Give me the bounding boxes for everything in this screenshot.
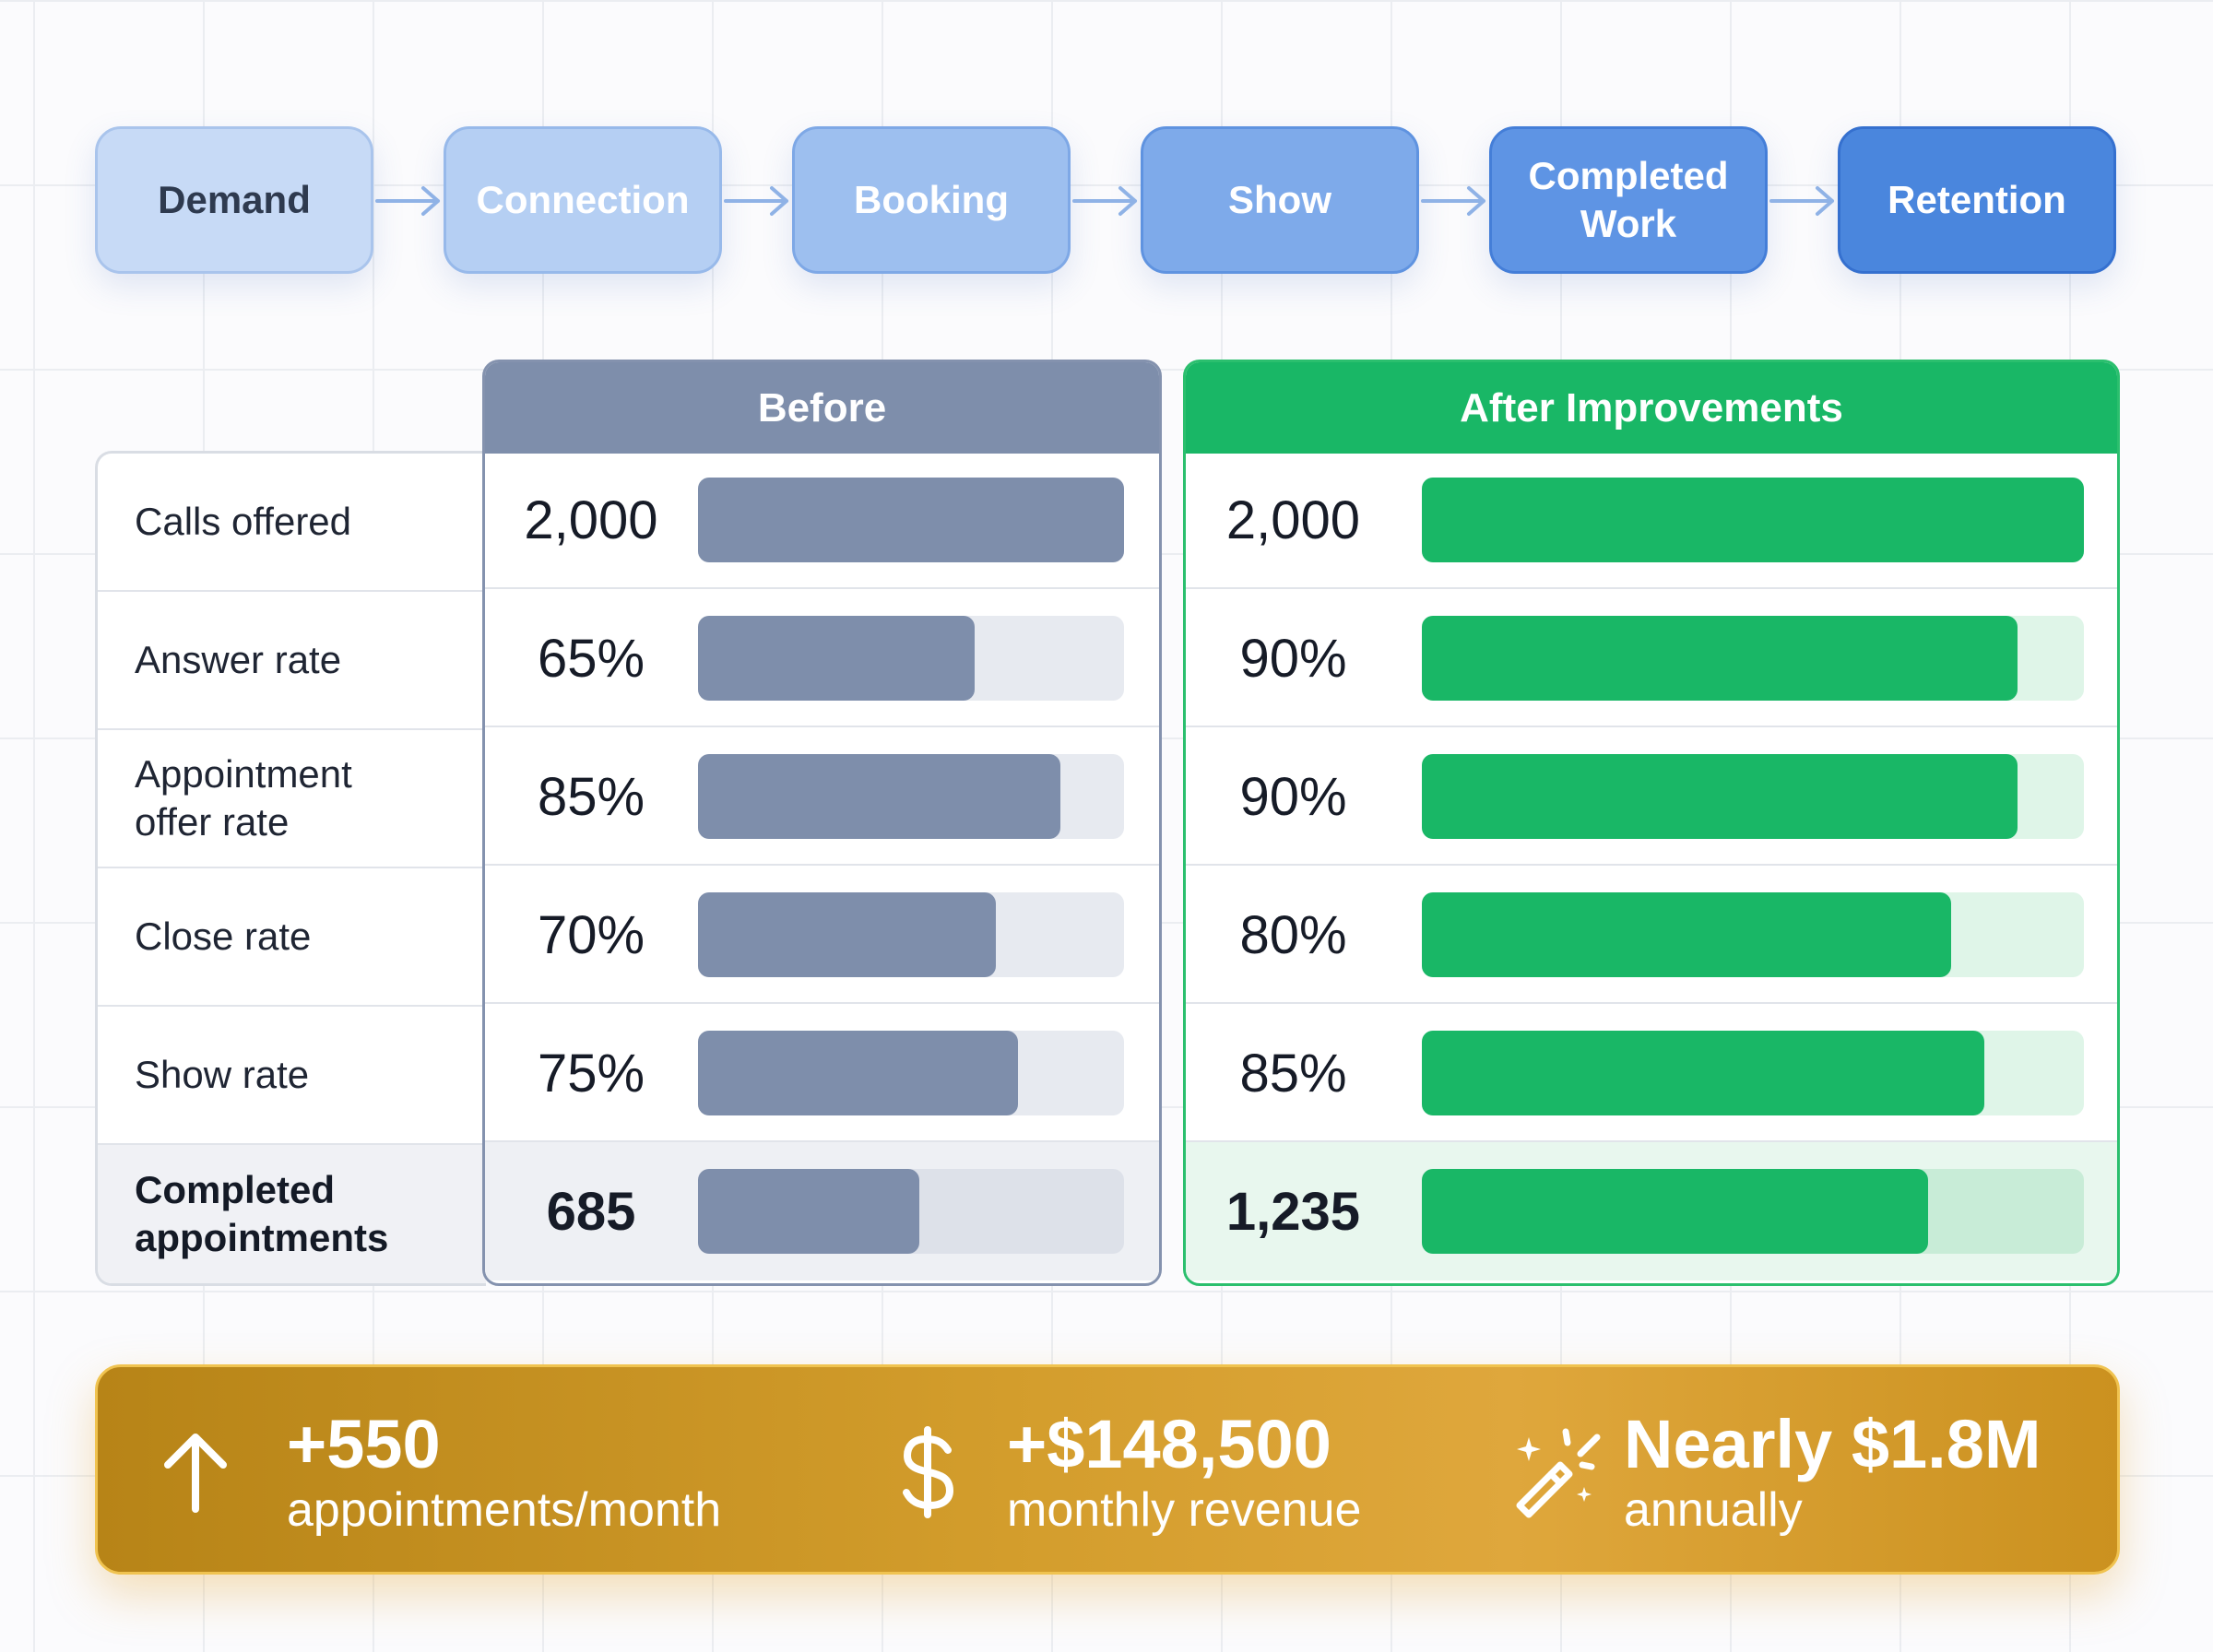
step-completed-work: Completed Work xyxy=(1489,126,1768,274)
bar-fill xyxy=(698,754,1060,839)
metric-label-text: Show rate xyxy=(135,1053,310,1096)
flow-arrow-icon xyxy=(375,186,440,216)
bar-fill xyxy=(1422,1169,1928,1254)
data-value-label: 85% xyxy=(537,766,645,827)
data-row-completed-appointments: 685 xyxy=(485,1142,1159,1280)
bar-fill xyxy=(1422,892,1951,977)
step-demand: Demand xyxy=(95,126,373,274)
magic-wand-icon xyxy=(1516,1428,1601,1518)
data-value-label: 2,000 xyxy=(1225,490,1361,550)
metric-label-answer-rate: Answer rate xyxy=(98,592,486,730)
data-value-label: 1,235 xyxy=(1225,1181,1361,1242)
step-label: Booking xyxy=(854,178,1009,221)
flow-arrow-icon xyxy=(1072,186,1137,216)
bar-track xyxy=(698,1169,1124,1254)
bar-fill xyxy=(698,892,996,977)
flow-arrow-icon xyxy=(724,186,788,216)
step-retention: Retention xyxy=(1838,126,2116,274)
metric-label-calls-offered: Calls offered xyxy=(98,454,486,592)
bar-track xyxy=(1422,616,2084,701)
data-value-label: 90% xyxy=(1239,628,1347,689)
pipeline-flow: Demand Connection Booking Show Completed… xyxy=(0,0,2213,304)
data-row-answer-rate: 65% xyxy=(485,589,1159,727)
bar-fill xyxy=(1422,754,2018,839)
bar-track xyxy=(698,1031,1124,1115)
data-value-label: 90% xyxy=(1239,766,1347,827)
bar-track xyxy=(1422,1169,2084,1254)
data-row-answer-rate: 90% xyxy=(1186,589,2117,727)
step-show: Show xyxy=(1141,126,1419,274)
bar-track xyxy=(698,754,1124,839)
stat-label: monthly revenue xyxy=(1007,1483,1362,1537)
data-value-label: 85% xyxy=(1239,1043,1347,1103)
data-row-calls-offered: 2,000 xyxy=(1186,451,2117,589)
stat-appointments: +550 appointments/month xyxy=(98,1367,817,1577)
metric-label-appointment-offer-rate: Appointment offer rate xyxy=(98,730,486,868)
stat-label: annually xyxy=(1624,1483,1803,1537)
data-value-label: 75% xyxy=(537,1043,645,1103)
summary-banner: +550 appointments/month +$148,500 monthl… xyxy=(95,1364,2120,1575)
stat-label: appointments/month xyxy=(287,1483,722,1537)
data-value-label: 70% xyxy=(537,904,645,965)
metric-labels-column: Calls offered Answer rate Appointment of… xyxy=(95,451,486,1286)
stat-annual-revenue: Nearly $1.8M annually xyxy=(1481,1367,2117,1577)
data-value-label: 685 xyxy=(546,1181,636,1242)
stat-value: +550 xyxy=(287,1406,441,1482)
data-row-close-rate: 70% xyxy=(485,866,1159,1004)
bar-fill xyxy=(698,616,975,701)
metric-label-completed-appointments: Completed appointments xyxy=(98,1145,486,1283)
step-label: Completed Work xyxy=(1528,154,1729,245)
bar-fill xyxy=(698,1169,919,1254)
stat-value: Nearly $1.8M xyxy=(1624,1406,2041,1482)
flow-arrow-icon xyxy=(1421,186,1485,216)
metric-label-text: Calls offered xyxy=(135,500,352,543)
stat-value: +$148,500 xyxy=(1007,1406,1331,1482)
flow-arrow-icon xyxy=(1769,186,1834,216)
bar-track xyxy=(1422,754,2084,839)
bar-track xyxy=(698,616,1124,701)
step-connection: Connection xyxy=(444,126,722,274)
bar-fill xyxy=(1422,1031,1984,1115)
dollar-sign-icon xyxy=(903,1426,953,1518)
step-label: Demand xyxy=(158,178,311,221)
after-improvements-panel: After Improvements 2,000 90% 90% 80% 85% 1,23… xyxy=(1183,360,2120,1286)
bar-track xyxy=(698,892,1124,977)
step-label: Connection xyxy=(476,178,690,221)
stat-monthly-revenue: +$148,500 monthly revenue xyxy=(854,1367,1444,1577)
bar-track xyxy=(1422,478,2084,562)
data-row-calls-offered: 2,000 xyxy=(485,451,1159,589)
step-label: Show xyxy=(1228,178,1331,221)
metric-label-close-rate: Close rate xyxy=(98,868,486,1007)
data-row-appointment-offer-rate: 85% xyxy=(485,727,1159,866)
step-label: Retention xyxy=(1888,178,2066,221)
data-row-show-rate: 85% xyxy=(1186,1004,2117,1142)
metric-label-text: Appointment offer rate xyxy=(135,752,352,844)
after-improvements-header: After Improvements xyxy=(1186,362,2117,454)
data-row-show-rate: 75% xyxy=(485,1004,1159,1142)
before-header: Before xyxy=(485,362,1159,454)
metric-label-text: Close rate xyxy=(135,914,312,958)
bar-fill xyxy=(1422,478,2084,562)
bar-fill xyxy=(1422,616,2018,701)
data-value-label: 2,000 xyxy=(524,490,658,550)
data-row-appointment-offer-rate: 90% xyxy=(1186,727,2117,866)
metric-label-text: Completed appointments xyxy=(135,1168,389,1259)
step-booking: Booking xyxy=(792,126,1071,274)
bar-track xyxy=(1422,892,2084,977)
arrow-up-icon xyxy=(164,1434,227,1513)
metric-label-show-rate: Show rate xyxy=(98,1007,486,1145)
bar-fill xyxy=(698,478,1124,562)
data-value-label: 80% xyxy=(1239,904,1347,965)
before-panel: Before 2,000 65% 85% 70% 75% 685 xyxy=(482,360,1162,1286)
bar-fill xyxy=(698,1031,1018,1115)
bar-track xyxy=(1422,1031,2084,1115)
bar-track xyxy=(698,478,1124,562)
data-row-completed-appointments: 1,235 xyxy=(1186,1142,2117,1280)
data-row-close-rate: 80% xyxy=(1186,866,2117,1004)
metric-label-text: Answer rate xyxy=(135,638,342,681)
data-value-label: 65% xyxy=(537,628,645,689)
